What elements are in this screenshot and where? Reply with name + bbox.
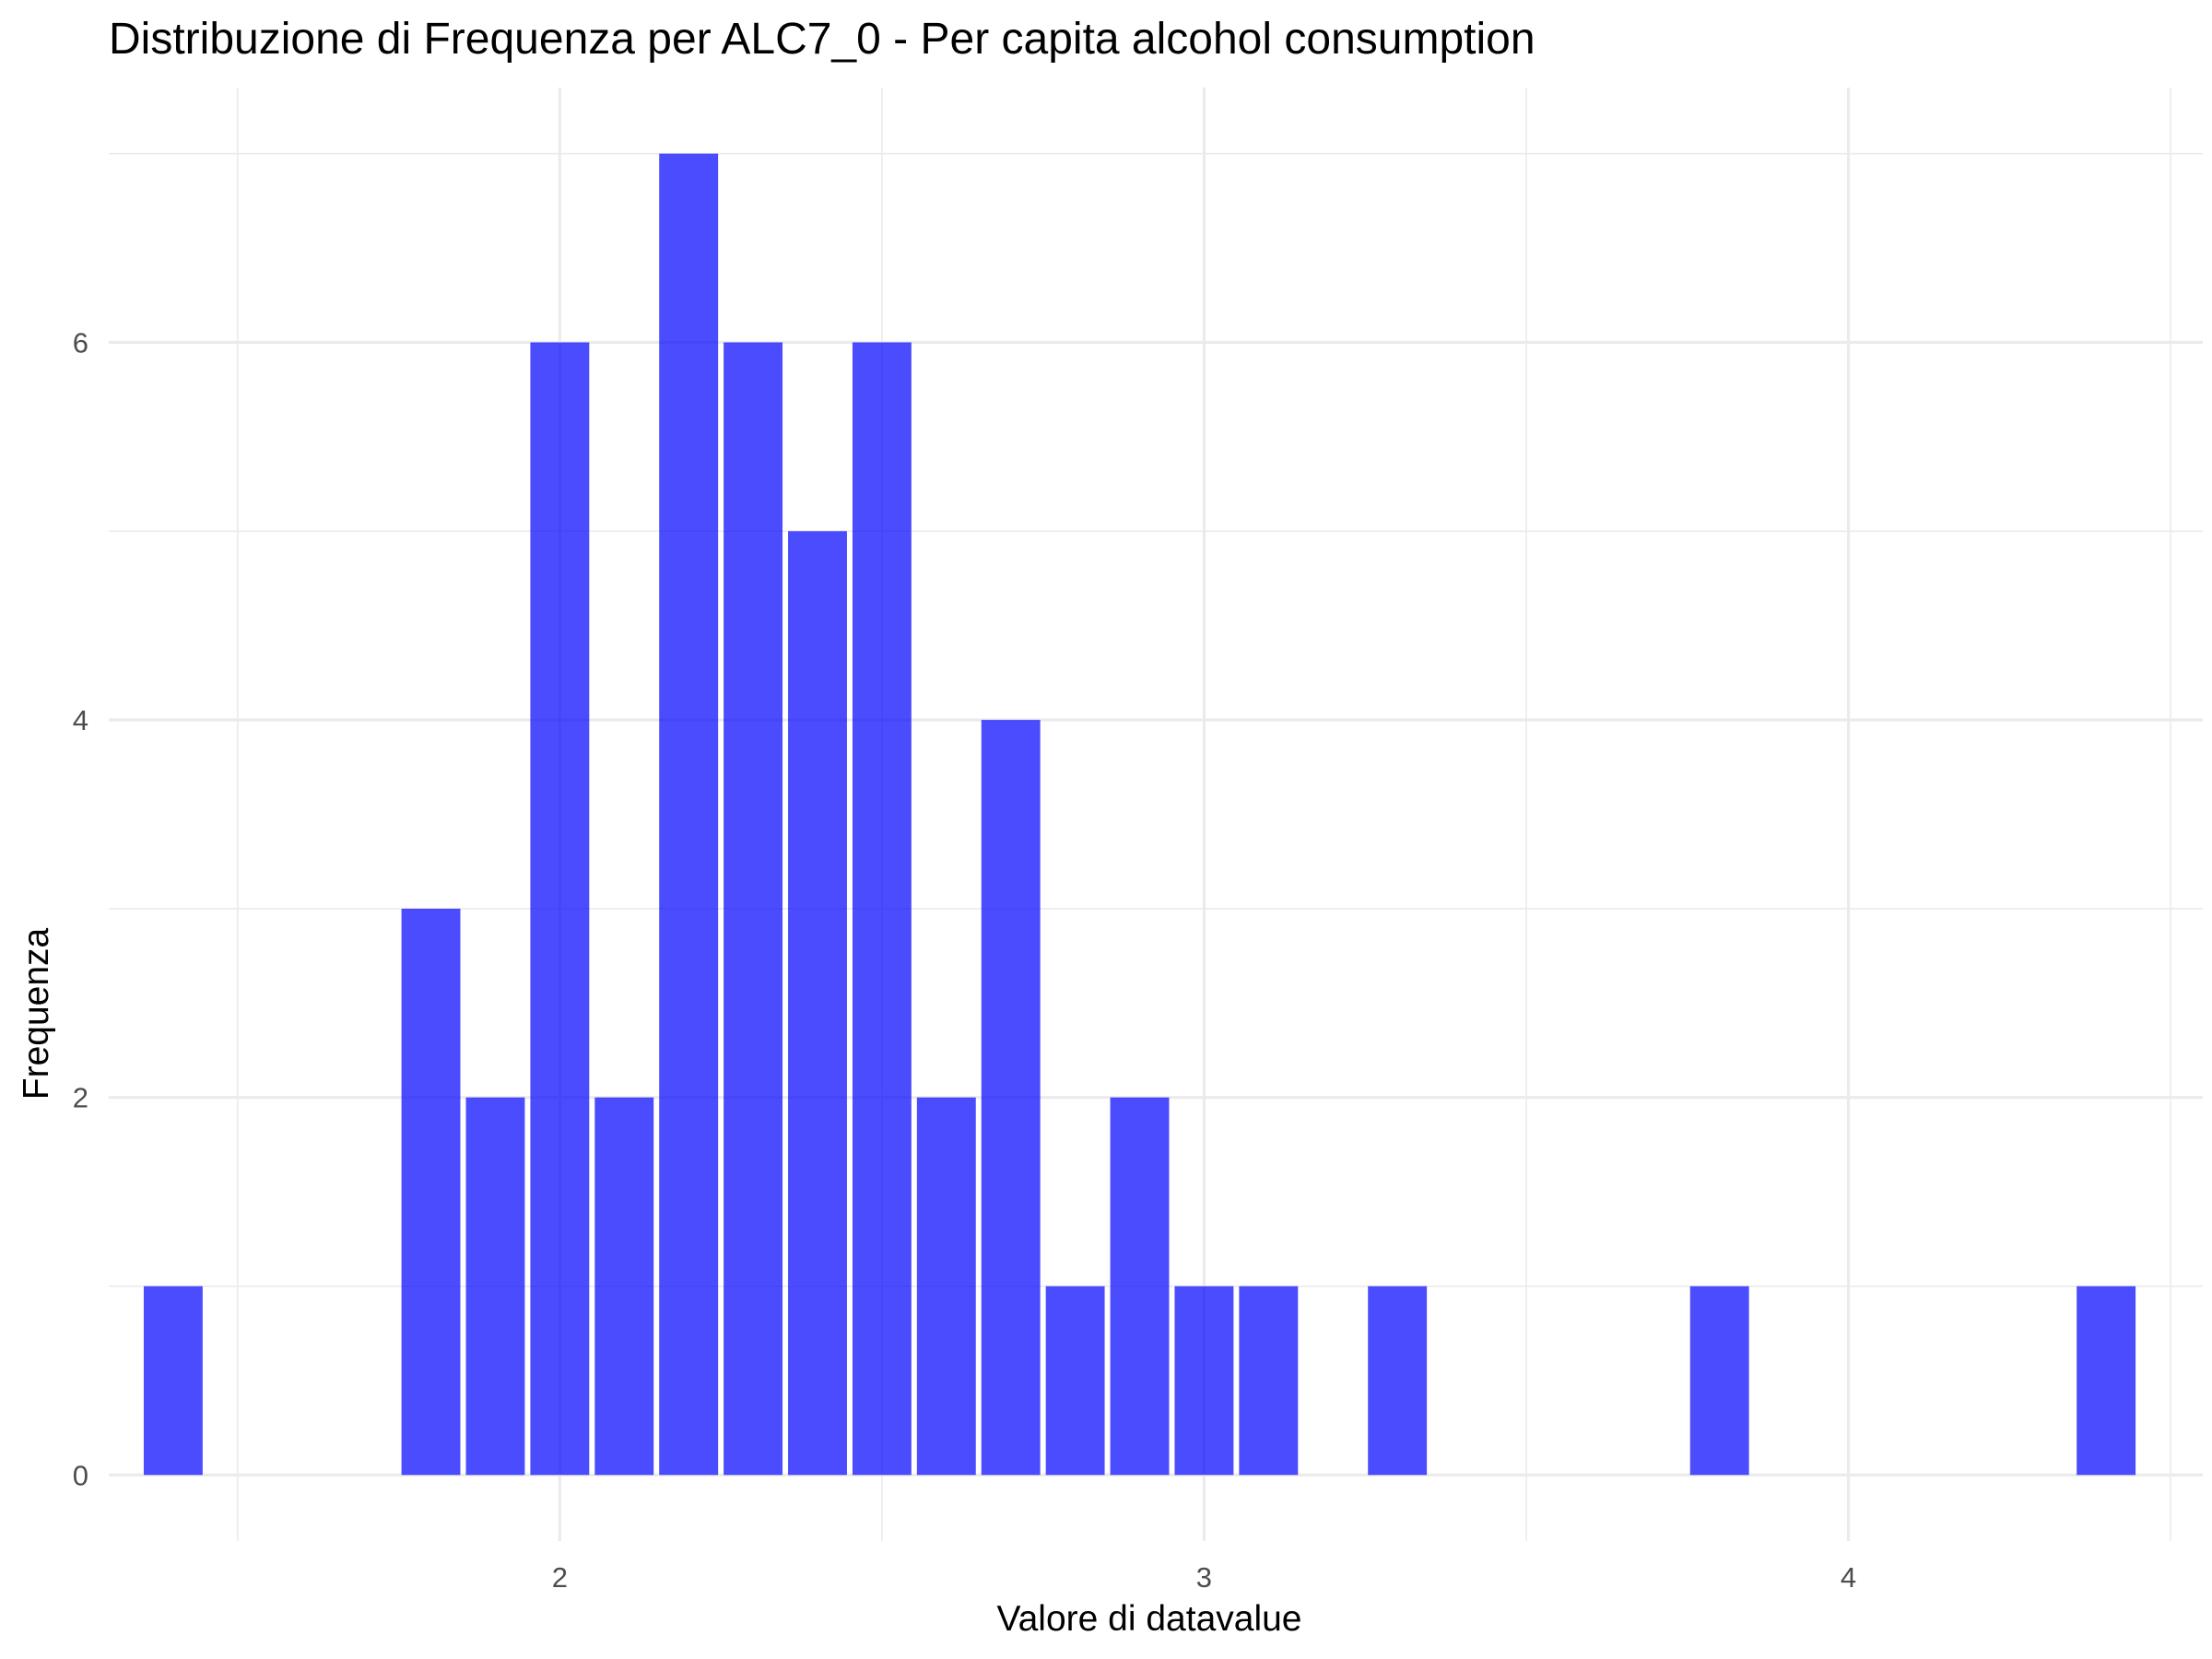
histogram-bar: [981, 720, 1041, 1476]
histogram-bar: [659, 153, 719, 1476]
histogram-bar: [852, 342, 912, 1476]
histogram-bar: [1045, 1286, 1105, 1476]
x-tick-label: 2: [552, 1561, 568, 1594]
histogram-bar: [788, 531, 847, 1476]
histogram-bar: [530, 342, 590, 1476]
histogram-bar: [2077, 1286, 2136, 1476]
histogram-bar: [594, 1097, 654, 1476]
x-axis-title: Valore di datavalue: [996, 1599, 1301, 1639]
tick-labels: 2 3 4 0 2 4 6: [73, 326, 1856, 1594]
histogram-bar: [1368, 1286, 1428, 1476]
histogram-bar: [465, 1097, 525, 1476]
y-tick-label: 0: [73, 1459, 88, 1491]
histogram-bar: [1239, 1286, 1299, 1476]
histogram-bar: [1110, 1097, 1170, 1476]
x-tick-label: 3: [1196, 1561, 1212, 1594]
x-tick-label: 4: [1841, 1561, 1856, 1594]
y-tick-label: 4: [73, 704, 88, 736]
histogram-bar: [401, 908, 461, 1476]
histogram-bar: [1689, 1286, 1749, 1476]
y-tick-label: 2: [73, 1082, 88, 1114]
histogram-bar: [1174, 1286, 1234, 1476]
histogram-bar: [724, 342, 783, 1476]
histogram-bar: [143, 1286, 203, 1476]
histogram-bar: [916, 1097, 976, 1476]
chart-title: Distribuzione di Frequenza per ALC7_0 - …: [109, 15, 1535, 64]
y-axis-title: Frequenza: [17, 927, 56, 1100]
histogram-bars: [143, 153, 2136, 1476]
y-tick-label: 6: [73, 326, 88, 359]
